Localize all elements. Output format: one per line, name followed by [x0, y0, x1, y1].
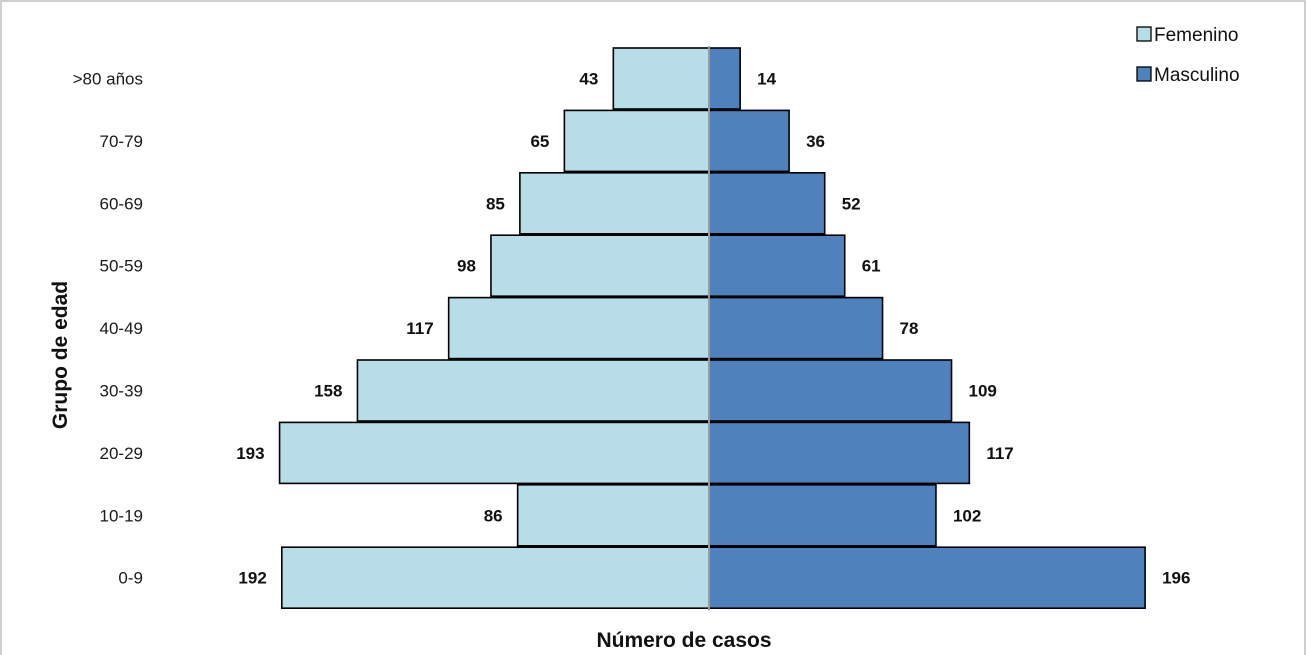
bar-femenino-60-69 — [519, 172, 710, 235]
bar-masculino-30-39 — [708, 359, 953, 422]
value-label-masculino-50-59: 61 — [862, 257, 881, 276]
category-label-40-49: 40-49 — [100, 319, 143, 338]
legend-swatch-masculino — [1136, 66, 1152, 82]
x-axis-title: Número de casos — [596, 629, 771, 652]
category-label-80-a-os: >80 años — [73, 70, 143, 89]
category-label-20-29: 20-29 — [100, 444, 143, 463]
value-label-masculino-30-39: 109 — [969, 382, 997, 401]
bar-masculino-20-29 — [708, 421, 971, 485]
value-label-femenino-80-a-os: 43 — [579, 70, 598, 89]
value-label-masculino-60-69: 52 — [842, 194, 861, 213]
bar-masculino-0-9 — [708, 546, 1146, 610]
value-label-femenino-10-19: 86 — [484, 506, 503, 525]
legend-label-masculino: Masculino — [1154, 65, 1240, 86]
bar-femenino-10-19 — [516, 483, 710, 547]
category-label-0-9: 0-9 — [118, 569, 143, 588]
value-label-masculino-70-79: 36 — [806, 132, 825, 151]
value-label-femenino-30-39: 158 — [314, 382, 342, 401]
category-label-30-39: 30-39 — [100, 382, 143, 401]
value-label-femenino-0-9: 192 — [238, 569, 266, 588]
value-label-masculino-80-a-os: 14 — [757, 70, 776, 89]
bar-femenino-30-39 — [356, 359, 710, 422]
bar-masculino-70-79 — [708, 109, 790, 173]
category-labels: >80 años 70-79 60-69 50-59 40-49 30-39 20-29 10… — [73, 70, 143, 588]
value-labels: 43 14 65 36 85 52 98 61 117 78 158 109 193 117 86 102 19… — [236, 70, 1190, 588]
bar-masculino-40-49 — [708, 296, 884, 360]
legend-swatch-femenino — [1136, 26, 1152, 42]
value-label-masculino-0-9: 196 — [1162, 569, 1190, 588]
bar-femenino-50-59 — [490, 234, 710, 297]
category-label-50-59: 50-59 — [100, 257, 143, 276]
bar-femenino-0-9 — [280, 546, 710, 610]
value-label-femenino-20-29: 193 — [236, 444, 264, 463]
value-label-masculino-10-19: 102 — [953, 506, 981, 525]
value-label-masculino-20-29: 117 — [986, 444, 1013, 463]
bar-femenino-70-79 — [563, 109, 710, 173]
value-label-masculino-40-49: 78 — [900, 319, 919, 338]
value-label-femenino-60-69: 85 — [486, 194, 505, 213]
legend-label-femenino: Femenino — [1154, 25, 1239, 46]
bar-masculino-10-19 — [708, 483, 937, 547]
bar-femenino-40-49 — [447, 296, 710, 360]
y-axis-title: Grupo de edad — [49, 281, 72, 429]
value-label-femenino-50-59: 98 — [457, 257, 476, 276]
bar-femenino-20-29 — [278, 421, 710, 485]
bars-layer — [278, 47, 1146, 610]
legend: Femenino Masculino — [1136, 25, 1240, 86]
category-label-60-69: 60-69 — [100, 194, 143, 213]
value-label-femenino-40-49: 117 — [406, 319, 433, 338]
bar-femenino-80-a-os — [612, 47, 710, 110]
category-label-10-19: 10-19 — [100, 506, 143, 525]
category-label-70-79: 70-79 — [100, 132, 143, 151]
bar-masculino-60-69 — [708, 172, 826, 235]
bar-masculino-80-a-os — [708, 47, 741, 110]
bar-masculino-50-59 — [708, 234, 846, 297]
value-label-femenino-70-79: 65 — [530, 132, 549, 151]
